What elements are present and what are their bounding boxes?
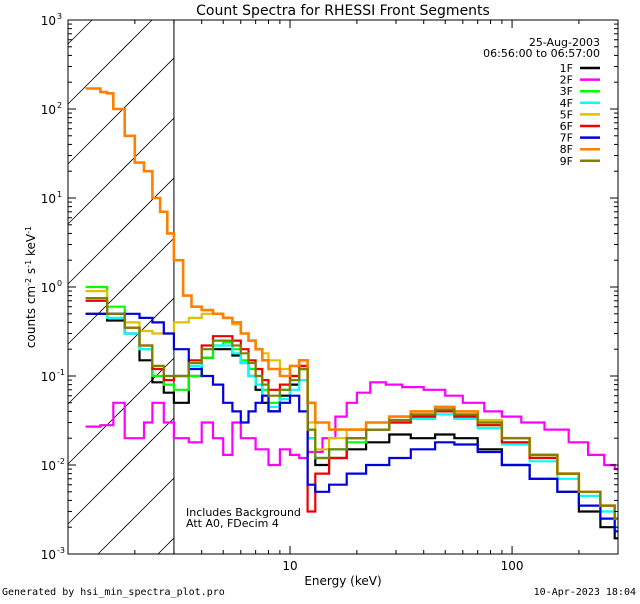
legend-label-5F: 5F xyxy=(560,108,573,121)
legend-label-6F: 6F xyxy=(560,120,573,133)
legend-label-8F: 8F xyxy=(560,143,573,156)
axes xyxy=(67,20,619,555)
hatch-line xyxy=(67,417,175,525)
plot-frame xyxy=(67,19,619,555)
x-tick-label: 10 xyxy=(282,559,297,573)
y-tick-label: 10 xyxy=(41,281,56,295)
hatch-line xyxy=(67,117,175,225)
hatch-line xyxy=(67,177,175,285)
y-tick-label: 10 xyxy=(41,548,56,562)
legend-label-1F: 1F xyxy=(560,62,573,75)
y-tick-label: 10 xyxy=(41,14,56,28)
date-label: 25-Aug-2003 xyxy=(529,36,600,49)
time-range-label: 06:56:00 to 06:57:00 xyxy=(483,47,600,60)
y-axis-label: counts cm-2 s-1 keV-1 xyxy=(24,226,39,348)
footer-generated: Generated by hsi_min_spectra_plot.pro xyxy=(2,587,225,598)
series-7F xyxy=(85,312,618,533)
legend-label-2F: 2F xyxy=(560,74,573,87)
legend-label-9F: 9F xyxy=(560,155,573,168)
y-tick-exponent: 1 xyxy=(57,190,62,199)
hatch-line xyxy=(67,297,175,405)
y-tick-label: 10 xyxy=(41,459,56,473)
hatch-line xyxy=(97,477,175,555)
y-tick-label: 10 xyxy=(41,370,56,384)
y-tick-exponent: -3 xyxy=(57,546,65,555)
y-tick-exponent: 3 xyxy=(57,12,62,21)
y-tick-exponent: 0 xyxy=(57,279,62,288)
hatch-line xyxy=(67,237,175,345)
hatch-line xyxy=(67,57,175,165)
x-axis-label: Energy (keV) xyxy=(304,574,381,588)
legend-label-7F: 7F xyxy=(560,132,573,145)
hatch-line xyxy=(67,19,153,105)
hatch-line xyxy=(157,537,175,555)
y-tick-exponent: -1 xyxy=(57,368,65,377)
footer-date: 10-Apr-2023 18:04 xyxy=(534,587,636,598)
series-layer xyxy=(85,87,618,540)
y-tick-label: 10 xyxy=(41,192,56,206)
y-tick-label: 10 xyxy=(41,103,56,117)
y-tick-exponent: 2 xyxy=(57,101,62,110)
y-tick-exponent: -2 xyxy=(57,457,65,466)
series-9F xyxy=(85,297,618,520)
annotation-attenuator: Att A0, FDecim 4 xyxy=(186,517,279,530)
legend-label-3F: 3F xyxy=(560,85,573,98)
legend-label-4F: 4F xyxy=(560,97,573,110)
x-tick-label: 100 xyxy=(501,559,524,573)
annotation-background: Includes Background xyxy=(186,506,301,519)
chart-title: Count Spectra for RHESSI Front Segments xyxy=(196,3,490,19)
x-tick-labels: 10 100 xyxy=(282,559,523,573)
hatched-region xyxy=(67,19,175,555)
